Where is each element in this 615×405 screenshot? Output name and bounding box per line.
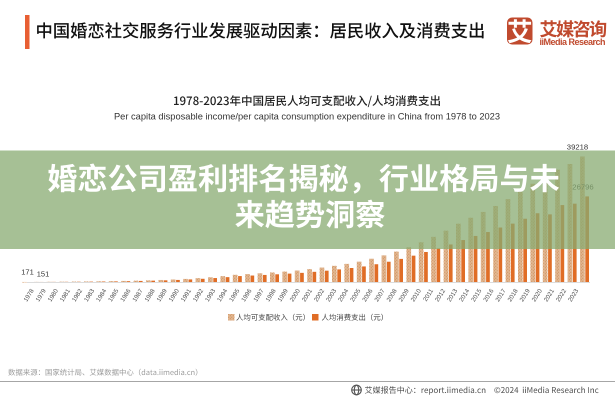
svg-text:2008: 2008 <box>385 287 399 303</box>
svg-text:2011: 2011 <box>422 287 435 302</box>
svg-text:1996: 1996 <box>240 287 254 303</box>
svg-text:2018: 2018 <box>506 287 520 303</box>
svg-text:2005: 2005 <box>349 287 363 303</box>
svg-text:2001: 2001 <box>301 287 315 303</box>
svg-text:1981: 1981 <box>59 287 73 303</box>
svg-text:2004: 2004 <box>337 287 351 303</box>
svg-text:1997: 1997 <box>252 287 266 303</box>
svg-text:2010: 2010 <box>410 287 424 303</box>
svg-text:2020: 2020 <box>531 287 545 303</box>
svg-text:2022: 2022 <box>555 287 569 303</box>
svg-text:1985: 1985 <box>107 287 121 303</box>
svg-text:2019: 2019 <box>519 287 533 303</box>
svg-text:1983: 1983 <box>83 287 97 303</box>
svg-text:2000: 2000 <box>289 287 303 303</box>
svg-text:2014: 2014 <box>458 287 472 303</box>
svg-text:1989: 1989 <box>156 287 170 303</box>
svg-text:1994: 1994 <box>216 287 230 303</box>
svg-text:2012: 2012 <box>434 287 448 303</box>
svg-text:2015: 2015 <box>470 287 484 303</box>
svg-text:iiMedia Research: iiMedia Research <box>540 37 606 47</box>
svg-text:2003: 2003 <box>325 287 339 303</box>
svg-text:2016: 2016 <box>482 287 496 303</box>
svg-text:1993: 1993 <box>204 287 218 303</box>
svg-text:151: 151 <box>37 270 50 279</box>
svg-text:1979: 1979 <box>35 287 49 303</box>
svg-text:2007: 2007 <box>373 287 387 303</box>
svg-text:1988: 1988 <box>143 287 157 303</box>
svg-text:1999: 1999 <box>277 287 291 303</box>
svg-text:1982: 1982 <box>71 287 85 303</box>
svg-text:1987: 1987 <box>131 287 145 303</box>
svg-text:1980: 1980 <box>47 287 61 303</box>
svg-text:2013: 2013 <box>446 287 460 303</box>
svg-text:39218: 39218 <box>567 143 588 152</box>
svg-text:2009: 2009 <box>398 287 412 303</box>
svg-text:1978: 1978 <box>22 287 36 303</box>
svg-text:1990: 1990 <box>168 287 182 303</box>
svg-text:1984: 1984 <box>95 287 109 303</box>
svg-text:171: 171 <box>21 268 34 277</box>
svg-text:2021: 2021 <box>543 287 557 303</box>
svg-text:Per capita disposable income/p: Per capita disposable income/per capita … <box>114 112 500 122</box>
svg-text:1992: 1992 <box>192 287 206 303</box>
svg-text:1998: 1998 <box>264 287 278 303</box>
svg-text:1995: 1995 <box>228 287 242 303</box>
svg-text:2006: 2006 <box>361 287 375 303</box>
svg-text:1986: 1986 <box>119 287 133 303</box>
svg-text:2023: 2023 <box>567 287 581 303</box>
svg-text:1991: 1991 <box>180 287 194 303</box>
svg-text:2017: 2017 <box>494 287 508 303</box>
svg-text:2002: 2002 <box>313 287 327 303</box>
